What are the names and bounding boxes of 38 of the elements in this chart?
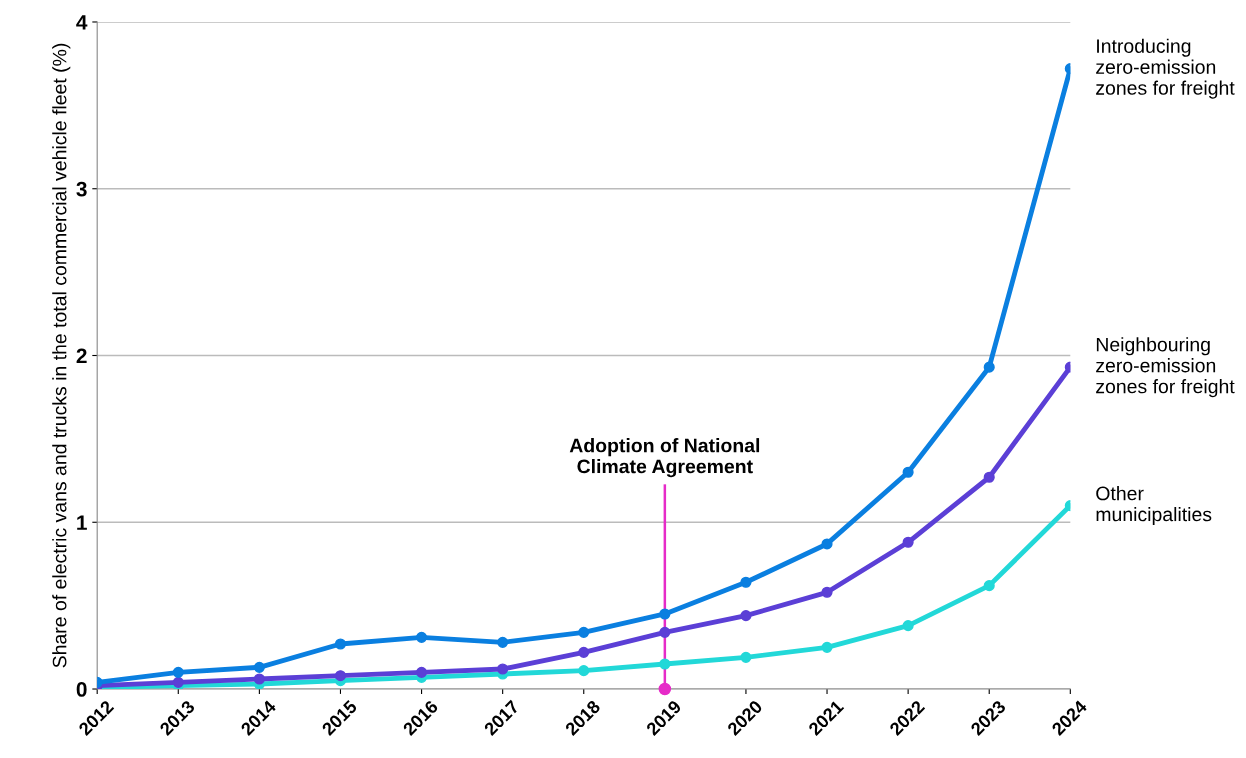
point <box>659 658 671 670</box>
point <box>983 361 995 373</box>
point <box>740 576 752 588</box>
point <box>983 580 995 592</box>
point <box>659 626 671 638</box>
point <box>497 636 509 648</box>
point <box>821 641 833 653</box>
series-label: Introducing zero-emission zones for freight <box>1096 38 1235 99</box>
point <box>578 626 590 638</box>
point <box>334 638 347 650</box>
y-axis-title: Share of electric vans and trucks in the total commercial vehicle fleet (%) <box>52 43 71 668</box>
ref-line-label: Adoption of National Climate Agreement <box>569 438 760 478</box>
series-label: Neighbouring zero-emission zones for freight <box>1096 337 1235 398</box>
point <box>659 608 671 620</box>
point <box>740 651 752 663</box>
point <box>416 631 428 643</box>
point <box>902 466 914 478</box>
point <box>902 536 914 548</box>
point <box>983 471 995 483</box>
point <box>578 665 590 677</box>
y-tick-label: 0 <box>76 682 87 697</box>
point <box>902 620 914 632</box>
y-tick-label: 2 <box>76 348 87 364</box>
y-tick-label: 3 <box>76 181 87 197</box>
point <box>172 666 184 678</box>
point <box>253 661 265 673</box>
point <box>497 663 509 675</box>
point <box>416 666 428 678</box>
point <box>253 673 265 685</box>
point <box>821 586 833 598</box>
point <box>740 610 752 622</box>
series-label: Other municipalities <box>1096 486 1212 526</box>
point <box>821 538 833 550</box>
y-tick-label: 1 <box>77 515 87 530</box>
point <box>578 646 590 658</box>
y-tick-label: 4 <box>76 15 88 30</box>
point <box>172 676 184 688</box>
point <box>334 670 347 682</box>
